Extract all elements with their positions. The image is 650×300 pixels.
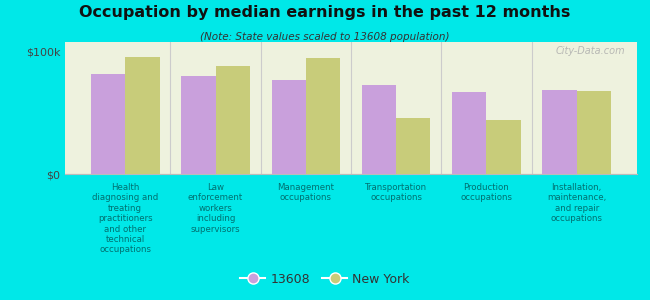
- Text: Management
occupations: Management occupations: [278, 183, 334, 203]
- Bar: [577, 91, 611, 174]
- Bar: [216, 66, 250, 174]
- Text: Health
diagnosing and
treating
practitioners
and other
technical
occupations: Health diagnosing and treating practitio…: [92, 183, 159, 254]
- Text: Occupation by median earnings in the past 12 months: Occupation by median earnings in the pas…: [79, 4, 571, 20]
- Bar: [486, 120, 521, 174]
- Text: Production
occupations: Production occupations: [460, 183, 512, 203]
- Bar: [362, 85, 396, 174]
- Bar: [272, 80, 306, 174]
- Text: Law
enforcement
workers
including
supervisors: Law enforcement workers including superv…: [188, 183, 243, 234]
- Bar: [452, 92, 486, 174]
- Bar: [91, 74, 125, 174]
- Text: Transportation
occupations: Transportation occupations: [365, 183, 427, 203]
- Text: Installation,
maintenance,
and repair
occupations: Installation, maintenance, and repair oc…: [547, 183, 606, 223]
- Bar: [181, 76, 216, 174]
- Text: (Note: State values scaled to 13608 population): (Note: State values scaled to 13608 popu…: [200, 32, 450, 41]
- Text: City-Data.com: City-Data.com: [556, 46, 625, 56]
- Legend: 13608, New York: 13608, New York: [235, 268, 415, 291]
- Bar: [125, 57, 160, 174]
- Bar: [542, 90, 577, 174]
- Bar: [306, 58, 340, 174]
- Bar: [396, 118, 430, 174]
